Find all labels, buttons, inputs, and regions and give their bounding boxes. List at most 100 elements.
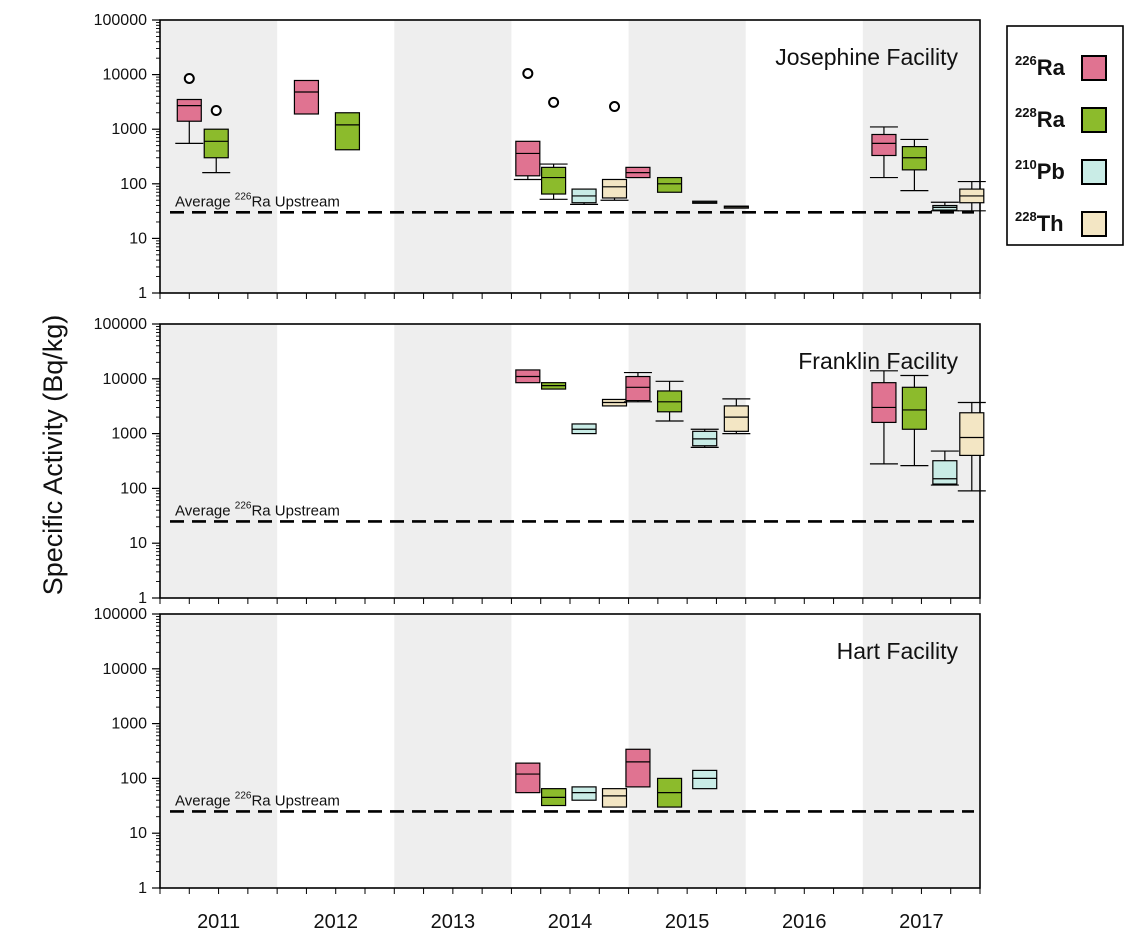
average-upstream-label: Average 226Ra Upstream — [175, 500, 340, 519]
box-2014-species-2 — [570, 188, 599, 205]
y-tick-label: 10000 — [103, 67, 148, 84]
outlier-point — [548, 96, 560, 108]
legend-isotope: 228 — [1015, 209, 1037, 224]
box-2014-species-1 — [540, 788, 567, 807]
box-2012-species-0 — [293, 79, 320, 115]
y-tick-label: 1000 — [111, 426, 147, 443]
box-body — [625, 748, 651, 788]
box-body — [871, 133, 897, 157]
x-tick-label-2011: 2011 — [197, 911, 240, 933]
box-body — [334, 112, 361, 151]
legend-label: 226Ra — [1015, 53, 1066, 80]
box-body — [932, 460, 958, 485]
box-2014-species-0 — [513, 140, 542, 181]
box-2014-species-0 — [515, 369, 541, 384]
box-body — [601, 788, 628, 808]
box-2015-species-3 — [723, 205, 749, 209]
shaded-band-2015 — [628, 324, 746, 598]
legend-element: Pb — [1037, 159, 1065, 184]
y-tick-label: 100 — [120, 480, 147, 497]
legend-swatch — [1081, 107, 1107, 133]
shaded-band-2017 — [862, 324, 980, 598]
x-axis-year-labels: 2011 2012 2013 2014 2015 2016 2017 — [197, 911, 944, 933]
box-2017-species-0 — [869, 126, 898, 179]
y-tick-label: 100000 — [94, 12, 147, 29]
box-2017-species-1 — [900, 138, 929, 192]
box-2014-species-3 — [601, 788, 628, 808]
legend-swatch — [1081, 55, 1107, 81]
box-2015-species-0 — [625, 748, 651, 788]
panel-title: Josephine Facility — [775, 44, 958, 70]
box-2014-species-3 — [601, 398, 628, 407]
avg-label-superscript: 226 — [235, 191, 252, 202]
y-tick-label: 1 — [138, 880, 147, 897]
shaded-band-2013 — [394, 324, 512, 598]
y-tick-label: 1000 — [111, 121, 147, 138]
box-body — [203, 128, 229, 159]
box-2015-species-3 — [722, 398, 751, 435]
avg-label-suffix: Ra Upstream — [251, 792, 339, 809]
shaded-band-2017 — [862, 614, 980, 888]
shaded-band-2015 — [628, 20, 746, 293]
box-2014-species-0 — [515, 762, 541, 794]
box-body — [723, 405, 749, 432]
avg-label-superscript: 226 — [235, 790, 252, 801]
box-2015-species-1 — [655, 380, 684, 422]
box-body — [515, 762, 541, 794]
y-tick-label: 10 — [129, 825, 147, 842]
legend-isotope: 228 — [1015, 105, 1037, 120]
box-body — [601, 178, 628, 199]
box-2012-species-1 — [334, 112, 361, 151]
avg-label-superscript: 226 — [235, 500, 252, 511]
box-2017-species-3 — [957, 401, 986, 492]
box-body — [692, 769, 718, 790]
x-tick-label-2012: 2012 — [313, 911, 358, 933]
legend-label: 228Th — [1015, 209, 1064, 236]
x-tick-label-2015: 2015 — [665, 911, 710, 933]
legend-item-228Ra: 228Ra — [1015, 105, 1107, 133]
avg-label-prefix: Average — [175, 193, 235, 210]
box-2015-species-2 — [692, 200, 718, 204]
shaded-band-2011 — [160, 324, 278, 598]
y-tick-label: 100000 — [94, 316, 147, 333]
box-2015-species-2 — [690, 428, 719, 448]
box-2015-species-0 — [623, 371, 652, 403]
box-body — [959, 412, 985, 457]
outlier-point — [183, 72, 195, 84]
box-body — [871, 382, 897, 424]
box-2015-species-1 — [656, 777, 683, 808]
box-2015-species-2 — [692, 769, 718, 790]
panel-1: 1 10 100 1000 10000 100000 Average 226Ra Upstr… — [94, 12, 986, 302]
x-tick-label-2014: 2014 — [548, 911, 593, 933]
legend-item-228Th: 228Th — [1015, 209, 1107, 237]
avg-label-prefix: Average — [175, 502, 235, 519]
legend-label: 210Pb — [1015, 157, 1065, 184]
box-2014-species-2 — [571, 423, 597, 435]
avg-label-prefix: Average — [175, 792, 235, 809]
box-body — [625, 375, 651, 402]
x-tick-label-2013: 2013 — [431, 911, 476, 933]
panel-title: Hart Facility — [837, 638, 959, 664]
box-body — [293, 79, 320, 115]
y-tick-label: 1 — [138, 590, 147, 607]
x-tick-label-2017: 2017 — [899, 911, 944, 933]
legend-swatch — [1081, 159, 1107, 185]
panel-2: 1 10 100 1000 10000 100000 Average 226Ra Upstr… — [94, 316, 986, 607]
legend-item-226Ra: 226Ra — [1015, 53, 1107, 81]
box-2015-species-1 — [656, 176, 683, 193]
y-tick-label: 10 — [129, 535, 147, 552]
legend-element: Ra — [1037, 55, 1066, 80]
shaded-band-2011 — [160, 614, 278, 888]
legend-label: 228Ra — [1015, 105, 1066, 132]
box-2014-species-1 — [540, 382, 567, 390]
legend-isotope: 226 — [1015, 53, 1037, 68]
box-body — [571, 786, 597, 801]
y-tick-label: 10000 — [103, 371, 148, 388]
shaded-band-2013 — [394, 20, 512, 293]
outlier-point — [522, 67, 534, 79]
panel-3: 1 10 100 1000 10000 100000 Average 226Ra Upstr… — [94, 606, 981, 897]
legend-isotope: 210 — [1015, 157, 1037, 172]
